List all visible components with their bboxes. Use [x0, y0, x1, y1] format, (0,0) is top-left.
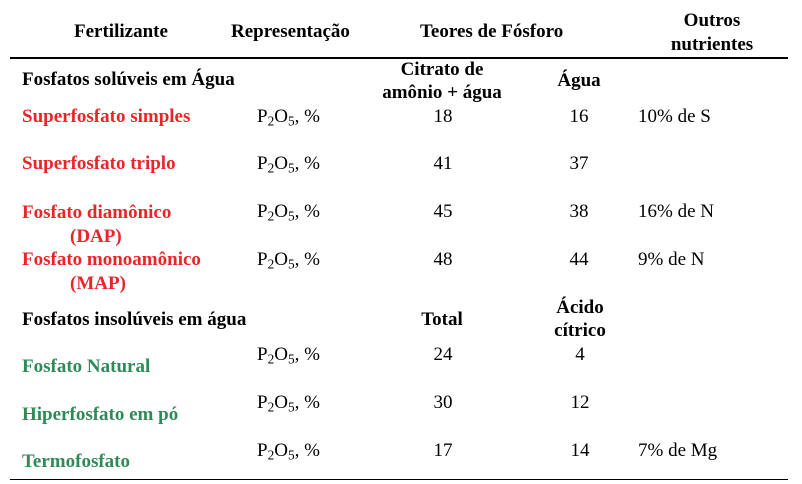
header-representacao: Representação	[231, 21, 350, 42]
representation: P2O5, %	[257, 201, 320, 224]
other-nutrients: 10% de S	[638, 106, 711, 127]
fertilizer-abbrev: (MAP)	[70, 273, 126, 294]
header-outros-line1: Outros	[683, 10, 741, 31]
fertilizer-name: Termofosfato	[22, 451, 130, 472]
bottom-rule	[10, 479, 788, 480]
col-agua: Água	[557, 70, 601, 91]
value-agua: 37	[569, 153, 589, 174]
representation: P2O5, %	[257, 440, 320, 463]
header-teores: Teores de Fósforo	[420, 21, 564, 42]
value-acido: 12	[570, 392, 590, 413]
other-nutrients: 9% de N	[638, 249, 705, 270]
value-citrato: 45	[433, 201, 453, 222]
value-total: 24	[433, 344, 453, 365]
group-insoluble-title: Fosfatos insolúveis em água	[22, 309, 247, 330]
fertilizer-name: Fosfato monoamônico	[22, 249, 201, 270]
representation: P2O5, %	[257, 392, 320, 415]
col-citrato-line2: amônio + água	[382, 82, 502, 103]
value-agua: 38	[569, 201, 589, 222]
value-total: 17	[433, 440, 453, 461]
representation: P2O5, %	[257, 249, 320, 272]
col-acido-line2: cítrico	[554, 320, 606, 341]
value-citrato: 41	[433, 153, 453, 174]
fertilizer-name: Superfosfato simples	[22, 106, 191, 127]
fertilizer-name: Superfosfato triplo	[22, 153, 176, 174]
value-total: 30	[433, 392, 453, 413]
fertilizer-name: Fosfato diamônico	[22, 202, 172, 223]
representation: P2O5, %	[257, 153, 320, 176]
representation: P2O5, %	[257, 106, 320, 129]
value-citrato: 48	[433, 249, 453, 270]
value-citrato: 18	[433, 106, 453, 127]
header-rule	[10, 57, 788, 59]
other-nutrients: 16% de N	[638, 201, 714, 222]
value-agua: 16	[569, 106, 589, 127]
fertilizer-name: Fosfato Natural	[22, 356, 151, 377]
fertilizer-abbrev: (DAP)	[70, 226, 122, 247]
header-outros-line2: nutrientes	[670, 34, 754, 55]
col-total: Total	[421, 309, 463, 330]
value-acido: 14	[570, 440, 590, 461]
representation: P2O5, %	[257, 344, 320, 367]
header-fertilizante: Fertilizante	[74, 21, 168, 42]
col-acido-line1: Ácido	[556, 297, 604, 318]
value-agua: 44	[569, 249, 589, 270]
fertilizer-name: Hiperfosfato em pó	[22, 404, 179, 425]
other-nutrients: 7% de Mg	[638, 440, 718, 461]
col-citrato-line1: Citrato de	[400, 59, 484, 80]
group-soluble-title: Fosfatos solúveis em Água	[22, 69, 235, 90]
value-acido: 4	[575, 344, 585, 365]
